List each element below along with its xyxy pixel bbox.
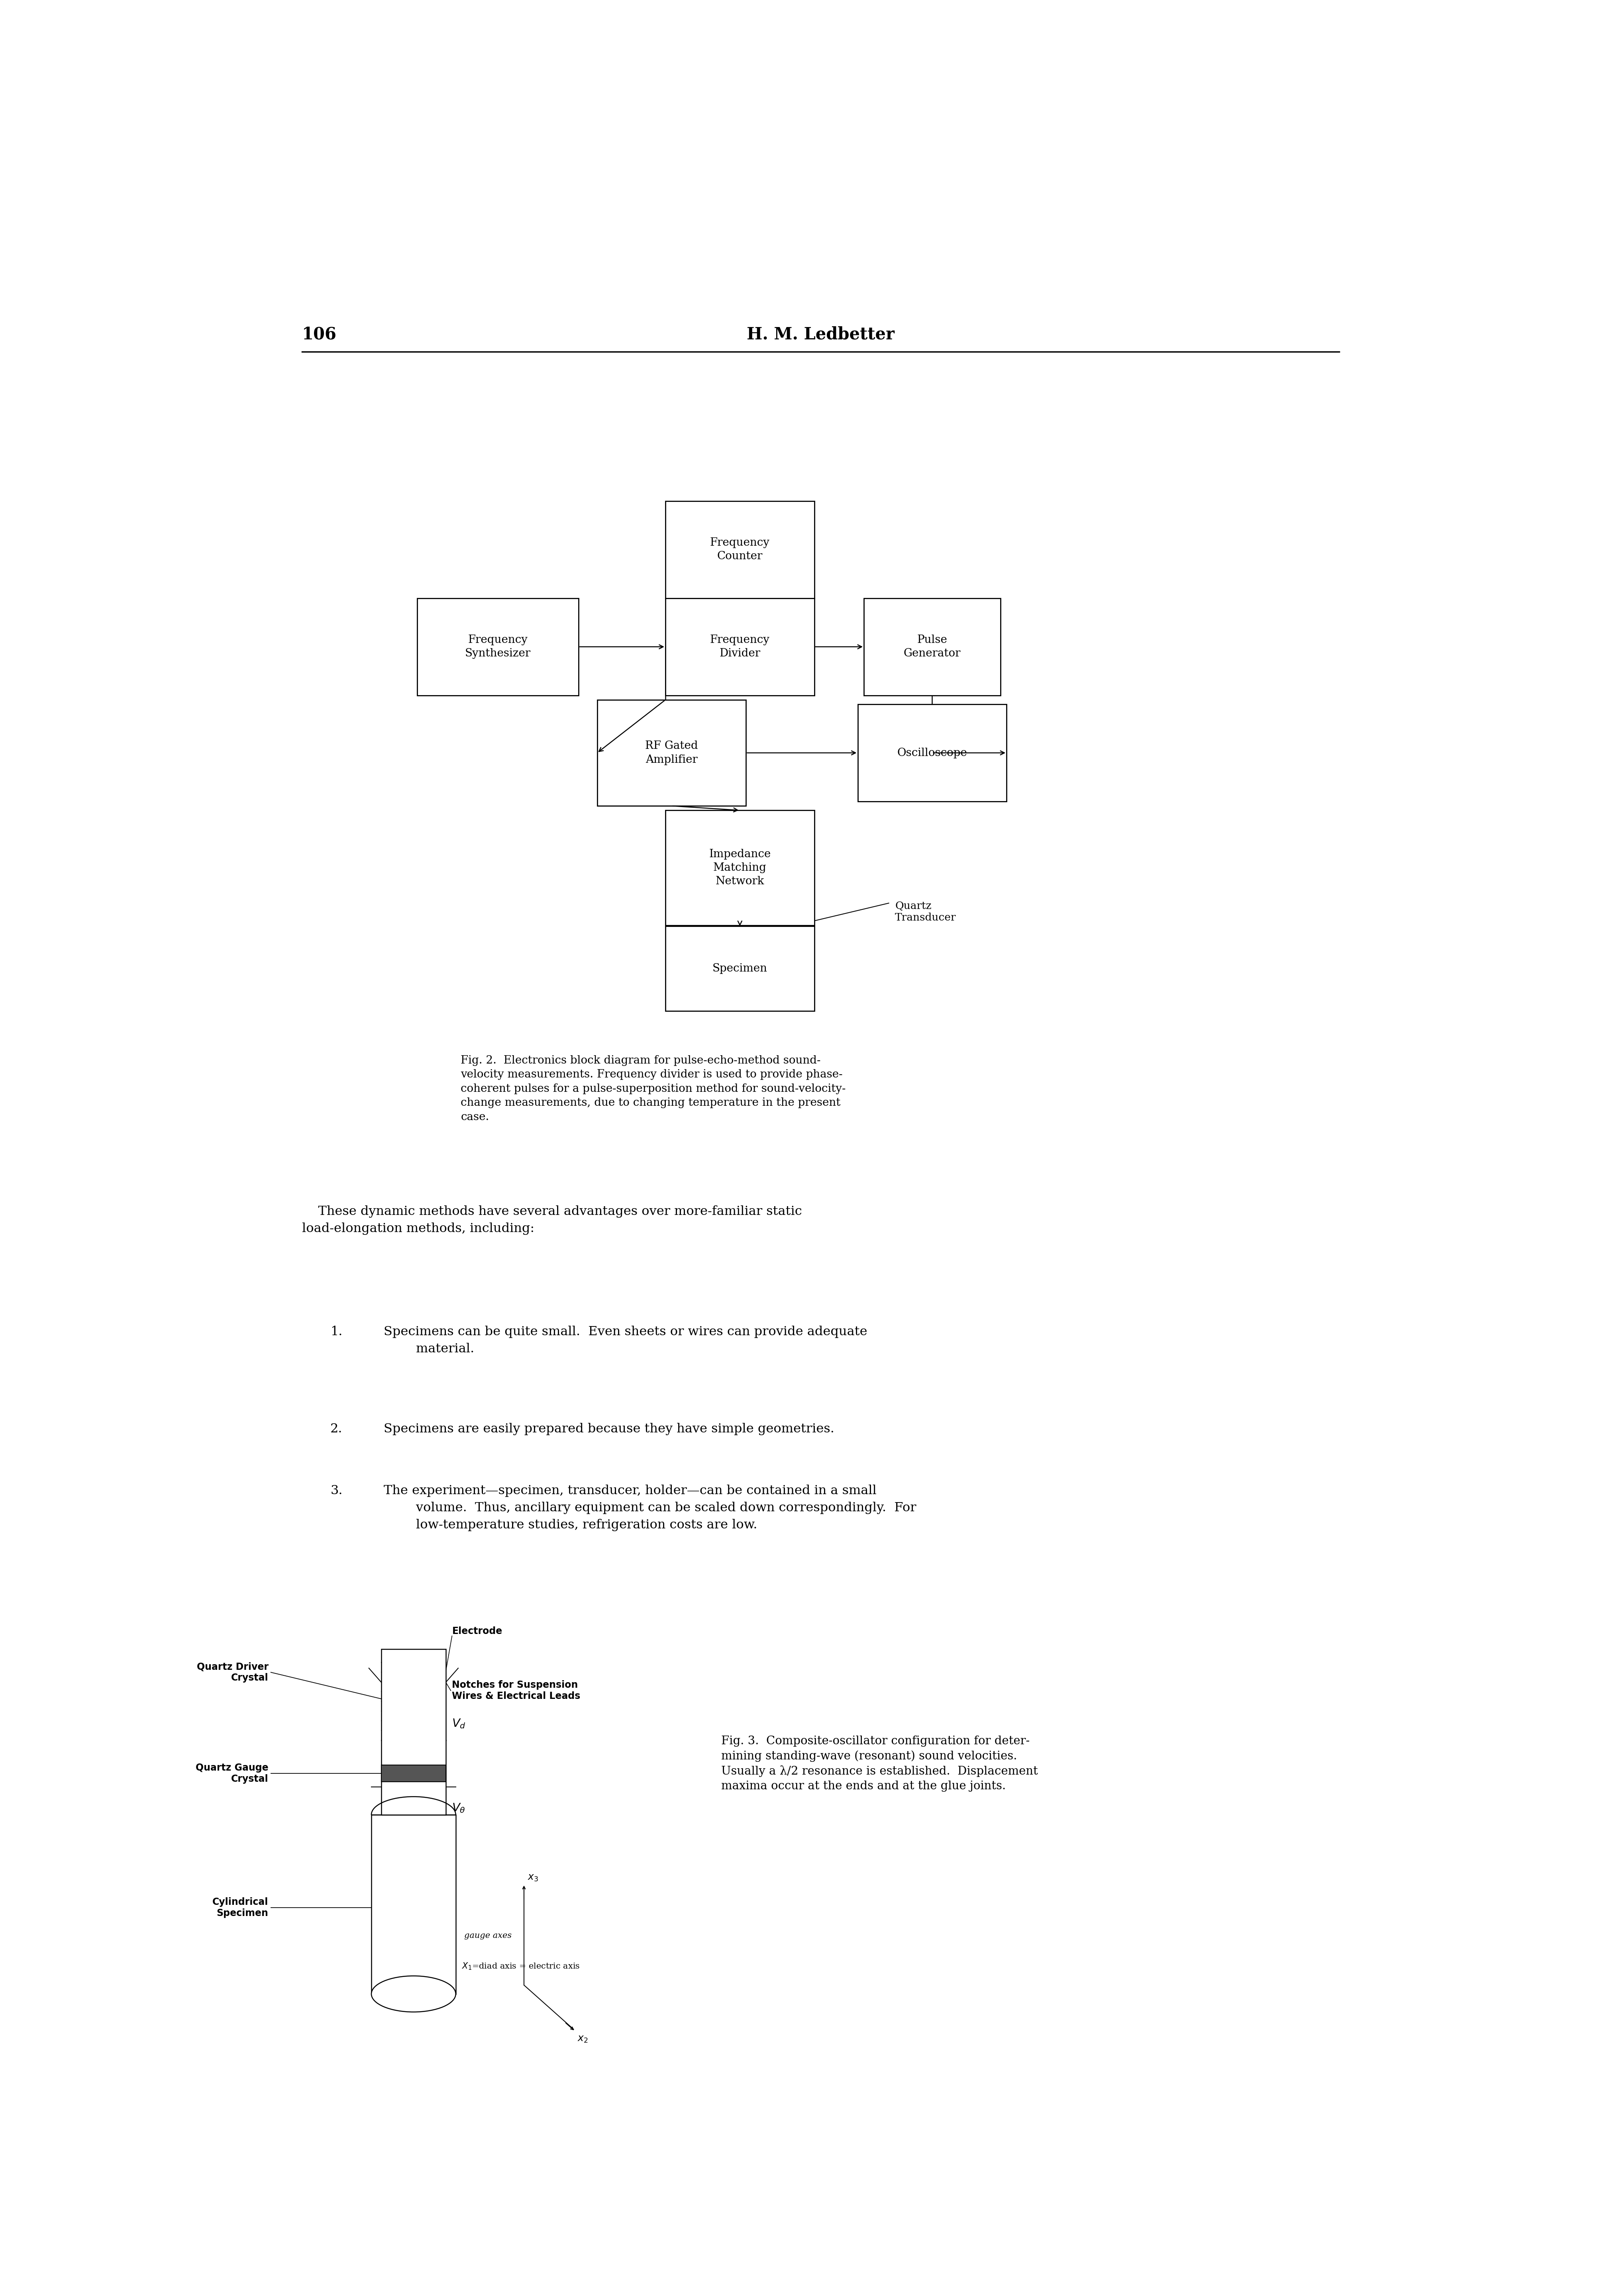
Bar xyxy=(418,599,578,696)
Bar xyxy=(381,1766,445,1782)
Text: $X_1$=diad axis = electric axis: $X_1$=diad axis = electric axis xyxy=(463,1961,580,1970)
Text: Frequency
Divider: Frequency Divider xyxy=(709,634,770,659)
Bar xyxy=(865,599,1001,696)
Bar xyxy=(381,1649,445,1814)
Text: $V_\theta$: $V_\theta$ xyxy=(451,1802,466,1814)
Text: Quartz Driver
Crystal: Quartz Driver Crystal xyxy=(197,1662,269,1683)
Text: Notches for Suspension
Wires & Electrical Leads: Notches for Suspension Wires & Electrica… xyxy=(451,1681,581,1701)
Text: Fig. 2.  Electronics block diagram for pulse-echo-method sound-
velocity measure: Fig. 2. Electronics block diagram for pu… xyxy=(461,1056,845,1123)
Text: Quartz Gauge
Crystal: Quartz Gauge Crystal xyxy=(195,1763,269,1784)
Text: Frequency
Counter: Frequency Counter xyxy=(709,537,770,563)
Bar xyxy=(858,705,1007,801)
Text: 2.: 2. xyxy=(330,1424,343,1435)
Bar xyxy=(666,925,815,1010)
Text: Oscilloscope: Oscilloscope xyxy=(897,748,967,758)
Bar xyxy=(371,1814,456,1993)
Text: $x_3$: $x_3$ xyxy=(528,1874,538,1883)
Text: $x_2$: $x_2$ xyxy=(578,2034,588,2043)
Bar xyxy=(666,599,815,696)
Text: 106: 106 xyxy=(303,326,336,342)
Text: Specimen: Specimen xyxy=(712,962,767,974)
Text: Electrode: Electrode xyxy=(451,1626,503,1637)
Text: Specimens can be quite small.  Even sheets or wires can provide adequate
       : Specimens can be quite small. Even sheet… xyxy=(384,1325,868,1355)
Text: Pulse
Generator: Pulse Generator xyxy=(903,634,961,659)
Text: The experiment—specimen, transducer, holder—can be contained in a small
        : The experiment—specimen, transducer, hol… xyxy=(384,1486,916,1531)
Text: RF Gated
Amplifier: RF Gated Amplifier xyxy=(645,742,698,765)
Bar xyxy=(597,700,746,806)
Text: Quartz
Transducer: Quartz Transducer xyxy=(895,902,956,923)
Ellipse shape xyxy=(371,1977,456,2011)
Text: Frequency
Synthesizer: Frequency Synthesizer xyxy=(464,634,532,659)
Bar xyxy=(666,810,815,925)
Text: 3.: 3. xyxy=(330,1486,343,1497)
Text: $V_d$: $V_d$ xyxy=(451,1717,466,1729)
Text: H. M. Ledbetter: H. M. Ledbetter xyxy=(746,326,895,342)
Bar xyxy=(666,501,815,599)
Text: gauge axes: gauge axes xyxy=(464,1931,512,1940)
Text: Impedance
Matching
Network: Impedance Matching Network xyxy=(709,850,770,886)
Text: 1.: 1. xyxy=(330,1325,343,1339)
Text: Fig. 3.  Composite-oscillator configuration for deter-
mining standing-wave (res: Fig. 3. Composite-oscillator configurati… xyxy=(720,1736,1037,1791)
Text: These dynamic methods have several advantages over more-familiar static
load-elo: These dynamic methods have several advan… xyxy=(303,1205,802,1235)
Text: Cylindrical
Specimen: Cylindrical Specimen xyxy=(213,1896,269,1917)
Text: Specimens are easily prepared because they have simple geometries.: Specimens are easily prepared because th… xyxy=(384,1424,834,1435)
